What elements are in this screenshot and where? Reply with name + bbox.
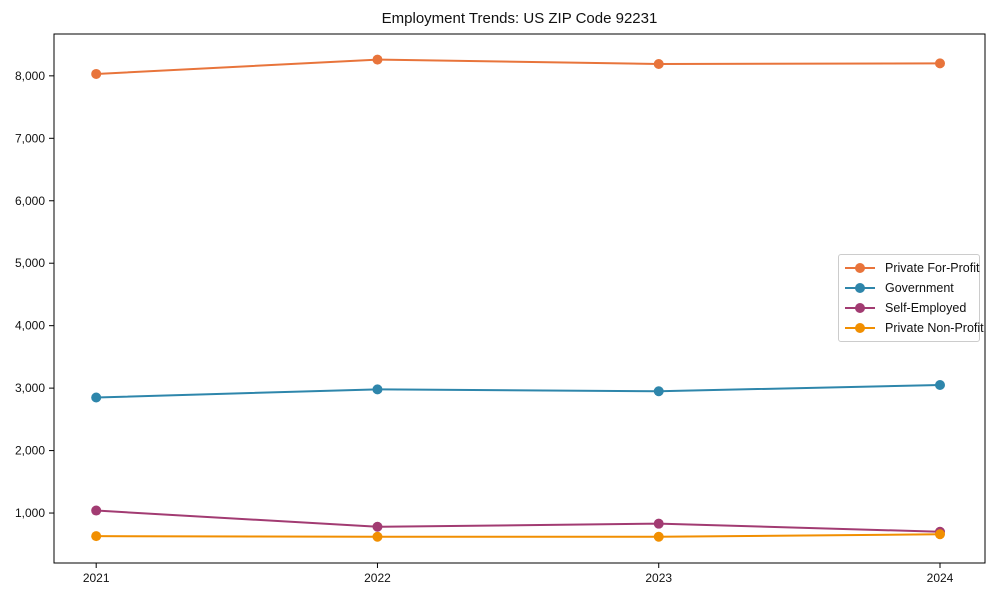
series-line-private-for-profit xyxy=(96,58,940,75)
legend-item-label: Private Non-Profit xyxy=(885,321,984,335)
data-point-private-non-profit xyxy=(653,531,664,542)
data-point-private-non-profit xyxy=(372,531,383,542)
legend-sample-icon xyxy=(845,263,875,273)
y-tick-label: 4,000 xyxy=(15,319,45,333)
series-line-government xyxy=(96,384,941,399)
y-tick-label: 5,000 xyxy=(15,256,45,270)
y-tick-label: 2,000 xyxy=(15,444,45,458)
legend-sample-icon xyxy=(845,283,875,293)
data-point-self-employed xyxy=(91,505,102,516)
data-point-government xyxy=(653,386,664,397)
y-tick-label: 8,000 xyxy=(15,69,45,83)
y-tick-label: 3,000 xyxy=(15,381,45,395)
x-tick-label: 2023 xyxy=(645,571,672,585)
data-point-government xyxy=(91,392,102,403)
data-point-private-non-profit xyxy=(91,531,102,542)
data-point-government xyxy=(934,380,945,391)
legend-item-government: Government xyxy=(845,279,975,298)
data-point-private-for-profit xyxy=(91,68,102,79)
legend-sample-icon xyxy=(845,323,875,333)
legend-item-label: Self-Employed xyxy=(885,301,967,315)
data-point-private-for-profit xyxy=(372,54,383,65)
legend-item-self-employed: Self-Employed xyxy=(845,299,975,318)
chart-title: Employment Trends: US ZIP Code 92231 xyxy=(381,10,658,27)
data-point-self-employed xyxy=(372,521,383,532)
x-tick-label: 2021 xyxy=(83,571,110,585)
legend-item-private-non-profit: Private Non-Profit xyxy=(845,319,984,338)
series-line-private-non-profit xyxy=(96,533,941,538)
legend-item-private-for-profit: Private For-Profit xyxy=(845,259,979,278)
data-point-private-for-profit xyxy=(653,58,664,69)
data-point-self-employed xyxy=(653,518,664,529)
data-point-government xyxy=(372,384,383,395)
axes-frame xyxy=(53,33,986,564)
y-tick-label: 6,000 xyxy=(15,194,45,208)
legend-sample-icon xyxy=(845,303,875,313)
y-tick-label: 1,000 xyxy=(15,506,45,520)
y-tick-label: 7,000 xyxy=(15,131,45,145)
series-line-self-employed xyxy=(96,509,941,533)
data-point-private-non-profit xyxy=(934,529,945,540)
data-point-private-for-profit xyxy=(934,58,945,69)
legend-item-label: Government xyxy=(885,281,954,295)
legend-item-label: Private For-Profit xyxy=(885,261,980,275)
legend: Private For-Profit Government Self-Employe… xyxy=(838,254,984,342)
x-tick-label: 2024 xyxy=(927,571,954,585)
x-tick-label: 2022 xyxy=(364,571,391,585)
